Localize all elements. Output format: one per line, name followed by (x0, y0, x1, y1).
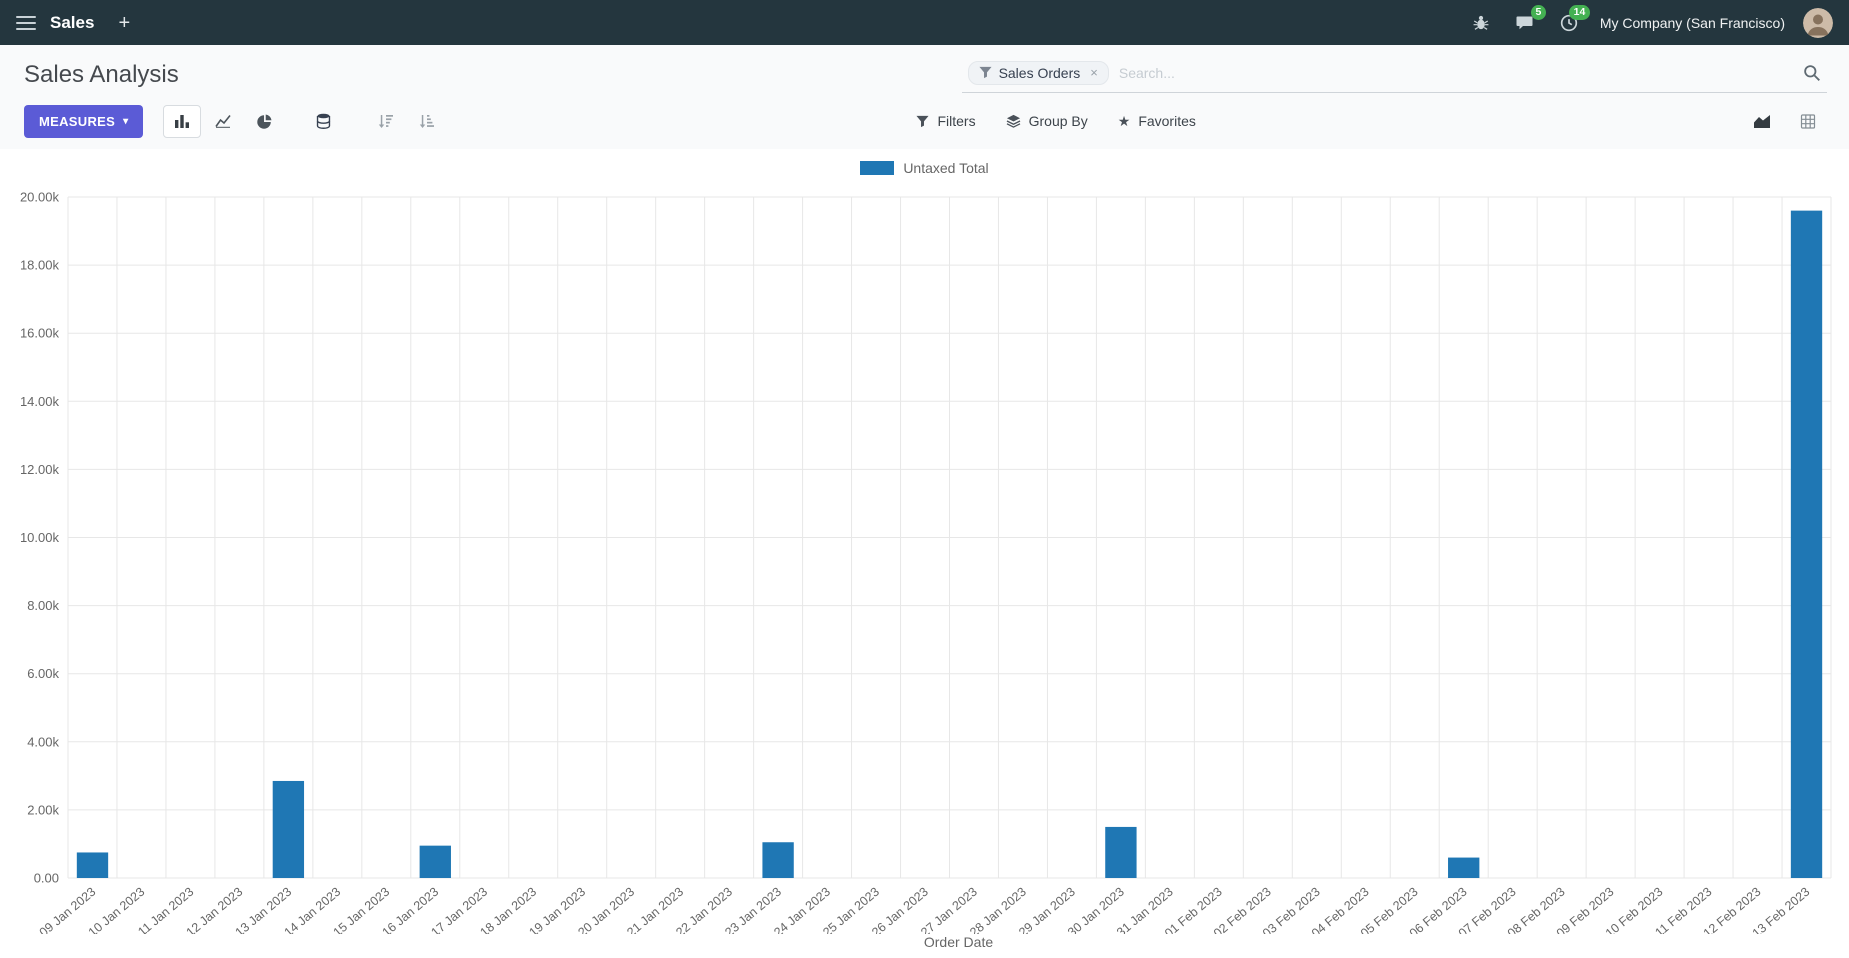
y-tick-label: 10.00k (20, 530, 60, 545)
new-tab-plus-icon[interactable]: + (118, 11, 131, 34)
bar-chart[interactable]: 0.00 2.00k 4.00k 6.00k 8.00k 10.00k 12.00k 14.0… (0, 187, 1849, 934)
bar[interactable] (419, 845, 451, 878)
filter-funnel-icon (916, 115, 930, 128)
y-tick-label: 8.00k (27, 598, 59, 613)
chevron-down-icon: ▾ (123, 115, 129, 127)
apps-menu-icon[interactable] (16, 15, 36, 31)
control-panel: Sales Analysis Sales Orders × MEASURES ▾ (0, 45, 1849, 149)
pivot-view-button[interactable] (1789, 105, 1827, 138)
systray: 5 14 My Company (San Francisco) (1468, 4, 1833, 38)
chart-legend[interactable]: Untaxed Total (0, 149, 1849, 187)
activities-clock-icon[interactable]: 14 (1556, 4, 1590, 36)
y-tick-label: 16.00k (20, 326, 60, 341)
bar[interactable] (762, 842, 794, 878)
y-tick-label: 6.00k (27, 666, 59, 681)
y-tick-label: 20.00k (20, 190, 60, 205)
facet-remove-icon[interactable]: × (1090, 65, 1098, 80)
y-tick-label: 18.00k (20, 258, 60, 273)
group-by-button[interactable]: Group By (1006, 113, 1088, 129)
x-axis-title: Order Date (923, 934, 994, 950)
search-input[interactable] (1118, 64, 1793, 81)
search-facet-sales-orders[interactable]: Sales Orders × (967, 60, 1109, 85)
stacked-toggle-button[interactable] (304, 105, 342, 138)
bar[interactable] (1790, 210, 1823, 878)
messages-icon[interactable]: 5 (1512, 4, 1546, 36)
graph-view-button[interactable] (1743, 105, 1781, 138)
sort-descending-button[interactable] (367, 105, 405, 138)
y-tick-label: 4.00k (27, 734, 59, 749)
favorites-label: Favorites (1138, 113, 1196, 129)
breadcrumb-row: Sales Analysis Sales Orders × (24, 51, 1827, 99)
bar[interactable] (272, 780, 305, 878)
activities-count-badge: 14 (1569, 4, 1590, 20)
chart-type-group (163, 104, 446, 138)
sort-ascending-button[interactable] (408, 105, 446, 138)
group-by-label: Group By (1028, 113, 1088, 129)
chart-area: Untaxed Total 0.00 2.00k 4.00k 6.00k 8.00k 10… (0, 149, 1849, 958)
pie-chart-button[interactable] (245, 105, 283, 138)
debug-bug-icon[interactable] (1468, 10, 1494, 36)
y-tick-label: 14.00k (20, 394, 60, 409)
y-tick-label: 12.00k (20, 462, 60, 477)
legend-label: Untaxed Total (903, 160, 989, 176)
top-navbar: Sales + 5 14 My Company (San Francisco) (0, 0, 1849, 45)
measures-label: MEASURES (39, 113, 116, 129)
search-bar[interactable]: Sales Orders × (961, 58, 1827, 93)
favorites-button[interactable]: ★ Favorites (1118, 113, 1196, 129)
y-tick-label: 0.00 (34, 871, 59, 886)
filters-button[interactable]: Filters (916, 113, 976, 129)
y-tick-label: 2.00k (27, 802, 59, 817)
messages-count-badge: 5 (1530, 4, 1546, 20)
bar-chart-button[interactable] (163, 104, 202, 138)
page-title: Sales Analysis (24, 61, 179, 88)
company-switcher[interactable]: My Company (San Francisco) (1599, 14, 1785, 31)
user-avatar[interactable] (1803, 7, 1833, 38)
legend-swatch (860, 161, 895, 175)
bar[interactable] (76, 852, 109, 878)
search-options: Filters Group By ★ Favorites (916, 113, 1196, 129)
measures-button[interactable]: MEASURES ▾ (24, 104, 144, 138)
bar-chart-canvas[interactable]: 0.00 2.00k 4.00k 6.00k 8.00k 10.00k 12.00k 14.0… (0, 187, 1849, 934)
bar[interactable] (1105, 826, 1137, 878)
layers-icon (1006, 114, 1021, 128)
filters-label: Filters (937, 113, 976, 129)
search-facet-label: Sales Orders (998, 64, 1081, 81)
star-icon: ★ (1117, 113, 1131, 129)
bar[interactable] (1448, 857, 1480, 878)
graph-tools: MEASURES ▾ (24, 104, 916, 138)
view-switcher (1743, 105, 1827, 138)
topbar-left: Sales + (16, 13, 130, 33)
filter-funnel-icon (979, 66, 992, 79)
search-icon[interactable] (1803, 64, 1821, 82)
toolbar-row: MEASURES ▾ (24, 101, 1827, 141)
app-name[interactable]: Sales (50, 12, 95, 32)
line-chart-button[interactable] (204, 105, 242, 138)
